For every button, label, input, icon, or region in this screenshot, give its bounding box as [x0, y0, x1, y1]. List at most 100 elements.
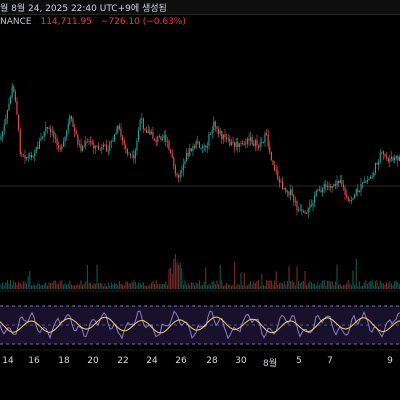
candle-body	[53, 131, 55, 138]
volume-bar	[58, 283, 60, 289]
generated-timestamp: 월 8월 24, 2025 22:40 UTC+9에 생성됨	[0, 4, 167, 14]
volume-bar	[278, 283, 280, 289]
volume-bar	[96, 264, 98, 289]
volume-bar	[118, 281, 120, 289]
candle-body	[131, 155, 133, 157]
candle-body	[128, 153, 130, 155]
volume-bar	[298, 281, 300, 289]
candle-body	[347, 196, 349, 202]
volume-bar	[112, 284, 114, 289]
candle-body	[30, 155, 32, 158]
volume-bar	[158, 284, 160, 289]
candle-body	[253, 143, 255, 146]
candle-body	[56, 138, 58, 146]
candle-body	[254, 140, 256, 146]
volume-bar	[115, 283, 117, 289]
volume-bar	[171, 273, 173, 289]
candle-body	[290, 189, 292, 195]
candle-body	[349, 200, 351, 202]
candle-body	[277, 170, 279, 180]
candle-body	[150, 132, 152, 135]
candle-body	[221, 130, 223, 140]
candle-body	[134, 150, 136, 159]
volume-bar	[362, 285, 364, 289]
volume-bar	[110, 282, 112, 289]
candle-body	[62, 141, 64, 146]
candle-body	[125, 144, 127, 149]
volume-bar	[16, 284, 18, 289]
x-axis-label: 30	[235, 356, 247, 366]
candle-body	[5, 118, 7, 125]
candle-body	[173, 157, 175, 167]
volume-bar	[152, 280, 154, 289]
volume-bar	[286, 281, 288, 289]
volume-bar	[320, 283, 322, 289]
volume-bar	[146, 285, 148, 289]
candle-body	[226, 137, 228, 139]
volume-bar	[291, 280, 293, 289]
candle-body	[26, 157, 28, 159]
volume-bar	[378, 286, 380, 289]
volume-bar	[296, 266, 298, 289]
candle-body	[50, 128, 52, 132]
candle-body	[176, 173, 178, 176]
candle-body	[310, 205, 312, 206]
candle-body	[232, 142, 234, 144]
volume-bar	[131, 281, 133, 289]
exchange-label: NANCE	[0, 17, 32, 27]
volume-bar	[147, 285, 149, 289]
candle-body	[0, 136, 2, 140]
candle-body	[357, 189, 359, 193]
volume-bar	[290, 281, 292, 289]
candle-body	[83, 145, 85, 147]
candle-body	[102, 144, 104, 147]
volume-bar	[14, 282, 16, 289]
candle-body	[51, 131, 53, 132]
volume-bar	[3, 285, 5, 289]
volume-bar	[13, 280, 15, 289]
candle-body	[366, 180, 368, 183]
volume-bar	[99, 282, 101, 289]
last-price: 114,711.95	[40, 17, 92, 27]
candle-body	[194, 146, 196, 148]
candle-body	[371, 176, 373, 178]
volume-bar	[206, 284, 208, 289]
volume-bar	[387, 283, 389, 289]
volume-bar	[18, 281, 20, 289]
volume-bar	[5, 282, 7, 289]
volume-bar	[200, 285, 202, 289]
volume-bar	[203, 281, 205, 289]
candle-body	[309, 205, 311, 209]
candle-body	[243, 143, 245, 145]
volume-bar	[315, 285, 317, 289]
volume-bar	[365, 280, 367, 289]
candle-body	[19, 129, 21, 154]
candle-body	[307, 208, 309, 214]
volume-bar	[326, 280, 328, 289]
x-axis-label: 16	[28, 356, 40, 366]
x-axis-label: 20	[87, 356, 99, 366]
volume-bar	[293, 282, 295, 289]
candle-body	[299, 209, 301, 211]
volume-bar	[395, 280, 397, 289]
volume-bar	[51, 283, 53, 289]
volume-bar	[314, 283, 316, 289]
candle-body	[266, 133, 268, 135]
candle-body	[11, 86, 13, 97]
candle-body	[219, 130, 221, 134]
candle-body	[170, 149, 172, 153]
x-axis-label: 8월	[262, 359, 278, 369]
candle-body	[80, 144, 82, 151]
candle-body	[43, 131, 45, 137]
candle-body	[112, 140, 114, 142]
candle-body	[123, 140, 125, 145]
volume-bar	[334, 281, 336, 289]
candle-body	[10, 96, 12, 104]
candle-body	[354, 194, 356, 199]
candle-body	[341, 180, 343, 185]
volume-bar	[234, 262, 236, 289]
candle-body	[259, 142, 261, 148]
rsi-line	[0, 310, 400, 340]
